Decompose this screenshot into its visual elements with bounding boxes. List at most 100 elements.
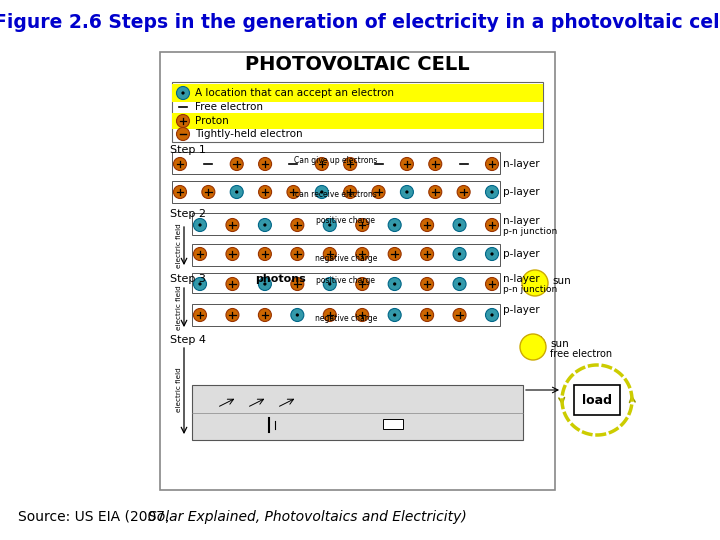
Text: p-layer: p-layer bbox=[503, 305, 539, 315]
Circle shape bbox=[226, 278, 239, 291]
Circle shape bbox=[323, 219, 336, 232]
Text: A location that can accept an electron: A location that can accept an electron bbox=[195, 88, 394, 98]
Circle shape bbox=[230, 158, 243, 171]
Circle shape bbox=[258, 186, 271, 199]
Text: photons: photons bbox=[255, 274, 305, 284]
Circle shape bbox=[287, 186, 300, 199]
Circle shape bbox=[405, 191, 408, 194]
Text: Free electron: Free electron bbox=[195, 102, 263, 112]
Circle shape bbox=[429, 158, 442, 171]
Text: Figure 2.6 Steps in the generation of electricity in a photovoltaic cell: Figure 2.6 Steps in the generation of el… bbox=[0, 12, 720, 31]
Circle shape bbox=[485, 219, 498, 232]
Circle shape bbox=[388, 278, 401, 291]
Circle shape bbox=[230, 186, 243, 199]
Circle shape bbox=[258, 247, 271, 260]
Text: Step 2: Step 2 bbox=[170, 209, 206, 219]
Text: negative charge: negative charge bbox=[315, 254, 377, 263]
Circle shape bbox=[393, 313, 396, 316]
Circle shape bbox=[485, 308, 498, 321]
Text: sun: sun bbox=[550, 339, 569, 349]
Text: n-layer: n-layer bbox=[503, 216, 539, 226]
Circle shape bbox=[485, 278, 498, 291]
Text: electric field: electric field bbox=[176, 286, 182, 330]
Circle shape bbox=[356, 278, 369, 291]
Circle shape bbox=[393, 224, 396, 227]
Text: free electron: free electron bbox=[550, 349, 612, 359]
Circle shape bbox=[199, 224, 202, 227]
Circle shape bbox=[315, 186, 328, 199]
FancyBboxPatch shape bbox=[172, 82, 543, 142]
Circle shape bbox=[291, 247, 304, 260]
Circle shape bbox=[264, 282, 266, 286]
Circle shape bbox=[356, 308, 369, 321]
FancyBboxPatch shape bbox=[192, 385, 523, 440]
Circle shape bbox=[356, 219, 369, 232]
Circle shape bbox=[194, 278, 207, 291]
Circle shape bbox=[291, 278, 304, 291]
Circle shape bbox=[458, 282, 462, 286]
Circle shape bbox=[194, 247, 207, 260]
Circle shape bbox=[490, 191, 494, 194]
Circle shape bbox=[328, 282, 331, 286]
Circle shape bbox=[343, 186, 356, 199]
Circle shape bbox=[453, 247, 466, 260]
Circle shape bbox=[291, 219, 304, 232]
FancyBboxPatch shape bbox=[192, 304, 500, 326]
Circle shape bbox=[453, 308, 466, 321]
Circle shape bbox=[258, 308, 271, 321]
Circle shape bbox=[420, 247, 433, 260]
Text: Step 1: Step 1 bbox=[170, 145, 206, 155]
Circle shape bbox=[264, 224, 266, 227]
Text: p-layer: p-layer bbox=[503, 249, 539, 259]
Circle shape bbox=[485, 247, 498, 260]
Circle shape bbox=[458, 252, 462, 255]
Text: electric field: electric field bbox=[176, 224, 182, 268]
Circle shape bbox=[226, 219, 239, 232]
FancyBboxPatch shape bbox=[172, 152, 500, 174]
Text: PHOTOVOLTAIC CELL: PHOTOVOLTAIC CELL bbox=[246, 56, 470, 75]
Circle shape bbox=[429, 186, 442, 199]
Circle shape bbox=[457, 186, 470, 199]
Circle shape bbox=[323, 278, 336, 291]
Circle shape bbox=[420, 219, 433, 232]
Text: Source: US EIA (2007,: Source: US EIA (2007, bbox=[18, 510, 174, 524]
Text: Solar Explained, Photovoltaics and Electricity): Solar Explained, Photovoltaics and Elect… bbox=[148, 510, 467, 524]
FancyBboxPatch shape bbox=[192, 244, 500, 266]
Text: positive charge: positive charge bbox=[317, 216, 376, 225]
FancyBboxPatch shape bbox=[172, 181, 500, 203]
Circle shape bbox=[291, 308, 304, 321]
Circle shape bbox=[199, 282, 202, 286]
Circle shape bbox=[520, 334, 546, 360]
Circle shape bbox=[356, 247, 369, 260]
Text: electric field: electric field bbox=[176, 368, 182, 413]
Circle shape bbox=[194, 219, 207, 232]
Circle shape bbox=[393, 282, 396, 286]
Text: p-layer: p-layer bbox=[503, 187, 539, 197]
FancyBboxPatch shape bbox=[574, 385, 620, 415]
Text: load: load bbox=[582, 394, 612, 407]
Circle shape bbox=[315, 158, 328, 171]
FancyBboxPatch shape bbox=[172, 84, 543, 102]
Circle shape bbox=[323, 308, 336, 321]
Circle shape bbox=[343, 158, 356, 171]
Circle shape bbox=[400, 186, 413, 199]
Circle shape bbox=[388, 308, 401, 321]
Circle shape bbox=[258, 278, 271, 291]
Circle shape bbox=[181, 91, 184, 94]
Circle shape bbox=[258, 219, 271, 232]
Circle shape bbox=[176, 86, 189, 99]
Text: negative charge: negative charge bbox=[315, 314, 377, 323]
Circle shape bbox=[388, 219, 401, 232]
Circle shape bbox=[202, 186, 215, 199]
Text: can receive electrons: can receive electrons bbox=[295, 190, 377, 199]
Text: positive charge: positive charge bbox=[317, 276, 376, 285]
Circle shape bbox=[420, 278, 433, 291]
Circle shape bbox=[258, 158, 271, 171]
Text: n-layer: n-layer bbox=[503, 159, 539, 169]
Circle shape bbox=[453, 219, 466, 232]
Circle shape bbox=[485, 158, 498, 171]
Text: Proton: Proton bbox=[195, 116, 229, 126]
Circle shape bbox=[388, 247, 401, 260]
Circle shape bbox=[490, 313, 494, 316]
Circle shape bbox=[226, 247, 239, 260]
